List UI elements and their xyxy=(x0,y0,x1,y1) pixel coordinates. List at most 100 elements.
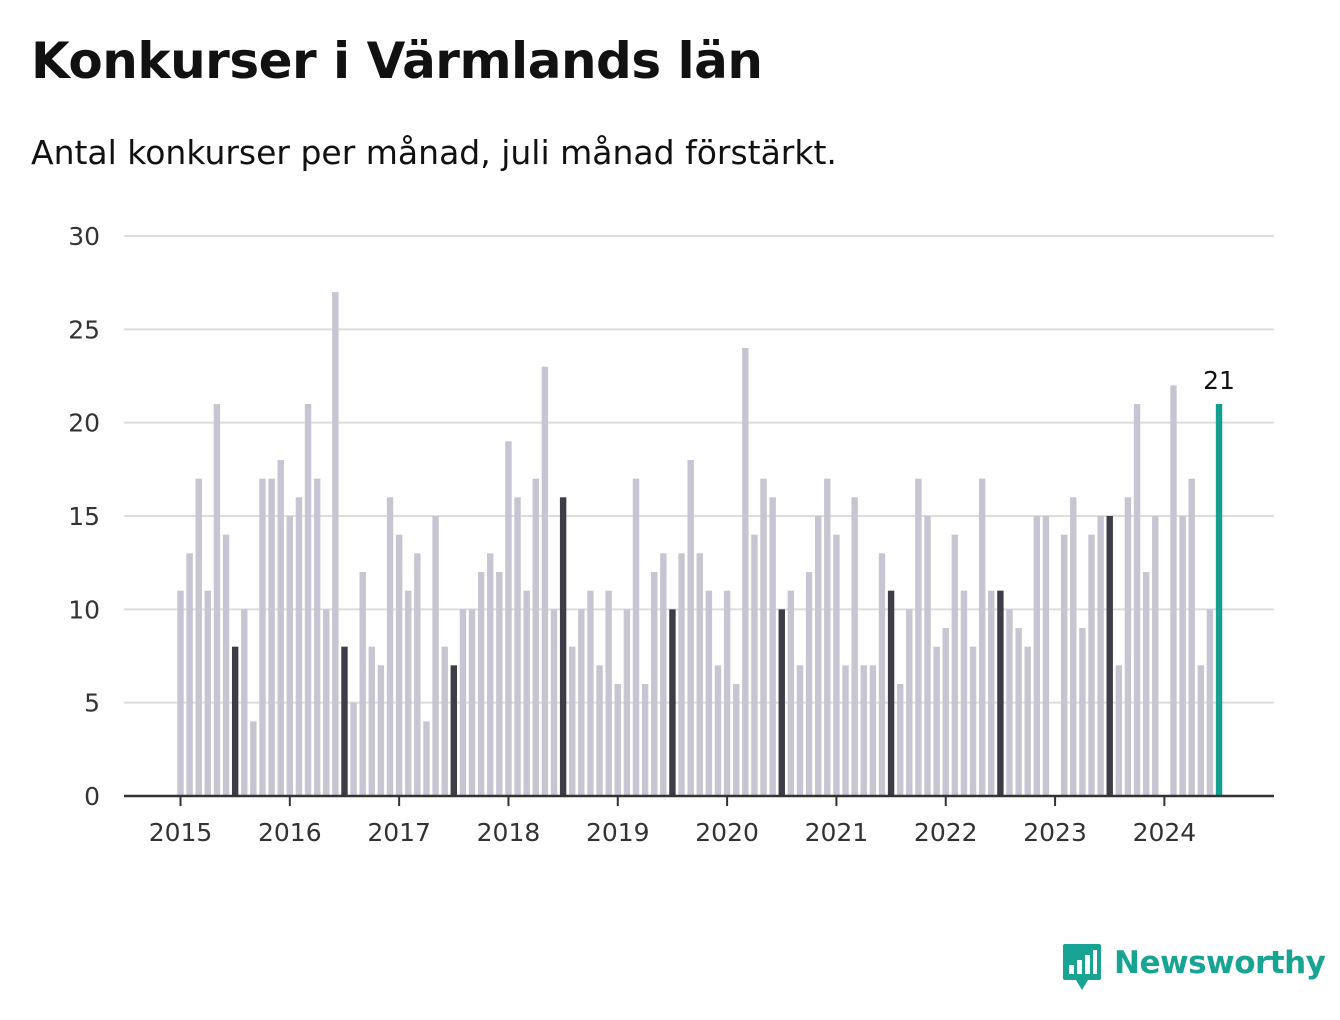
month-bar xyxy=(1170,385,1177,796)
month-bar xyxy=(1188,478,1195,796)
x-tick-label: 2015 xyxy=(149,818,213,847)
month-bar xyxy=(496,572,503,796)
y-tick-label: 10 xyxy=(68,595,100,624)
bars xyxy=(177,292,1223,796)
month-bar xyxy=(204,590,212,796)
month-bar xyxy=(295,497,303,796)
month-bar xyxy=(277,460,284,796)
month-bar xyxy=(733,684,740,796)
month-bar xyxy=(623,609,631,796)
month-bar xyxy=(1024,646,1031,796)
month-bar xyxy=(860,665,867,796)
month-bar xyxy=(423,721,430,796)
x-tick-label: 2023 xyxy=(1023,818,1087,847)
july-bar xyxy=(1106,516,1113,796)
month-bar xyxy=(523,590,530,796)
month-bar xyxy=(505,441,512,796)
x-tick-label: 2017 xyxy=(367,818,431,847)
month-bar xyxy=(532,478,539,796)
month-bar xyxy=(596,665,603,796)
month-bar xyxy=(705,590,713,796)
month-bar xyxy=(541,366,549,796)
x-tick-label: 2018 xyxy=(477,818,541,847)
month-bar xyxy=(924,516,931,796)
month-bar xyxy=(1060,534,1068,796)
month-bar xyxy=(578,609,585,796)
x-tick-label: 2020 xyxy=(695,818,759,847)
month-bar xyxy=(241,609,248,796)
x-tick-label: 2022 xyxy=(914,818,978,847)
month-bar xyxy=(978,478,986,796)
month-bar xyxy=(723,590,731,796)
month-bar xyxy=(395,534,403,796)
month-bar xyxy=(942,628,949,796)
july-bar xyxy=(231,646,239,796)
month-bar xyxy=(332,292,339,796)
month-bar xyxy=(614,684,621,796)
month-bar xyxy=(833,534,840,796)
month-bar xyxy=(268,478,275,796)
y-axis-ticks: 0 5 10 15 20 25 30 xyxy=(68,222,100,811)
month-bar xyxy=(751,534,758,796)
month-bar xyxy=(359,572,366,796)
month-bar xyxy=(842,665,849,796)
month-bar xyxy=(514,497,521,796)
month-bar xyxy=(377,665,385,796)
chart-subtitle: Antal konkurser per månad, juli månad fö… xyxy=(31,133,837,172)
month-bar xyxy=(714,665,722,796)
month-bar xyxy=(760,478,767,796)
july-bar xyxy=(341,646,348,796)
month-bar xyxy=(1079,628,1086,796)
month-bar xyxy=(1015,628,1022,796)
month-bar xyxy=(487,553,494,796)
latest-bar xyxy=(1215,404,1223,796)
july-bar xyxy=(559,497,567,796)
month-bar xyxy=(915,478,922,796)
month-bar xyxy=(651,572,658,796)
month-bar xyxy=(660,553,667,796)
month-bar xyxy=(441,646,448,796)
month-bar xyxy=(960,590,968,796)
month-bar xyxy=(1006,609,1013,796)
month-bar xyxy=(1033,516,1041,796)
month-bar xyxy=(587,590,594,796)
month-bar xyxy=(824,478,831,796)
brand-name: Newsworthy xyxy=(1114,945,1326,981)
value-labels: 21 xyxy=(1203,366,1235,395)
y-tick-label: 15 xyxy=(68,502,100,531)
month-bar xyxy=(286,516,294,796)
month-bar xyxy=(896,684,904,796)
y-tick-label: 0 xyxy=(84,782,100,811)
bar-chart: 0 5 10 15 20 25 30 2015 2016 2017 2018 2019 2020 202… xyxy=(68,222,1274,847)
x-tick-label: 2024 xyxy=(1133,818,1197,847)
x-tick-label: 2019 xyxy=(586,818,650,847)
month-bar xyxy=(1197,665,1205,796)
month-bar xyxy=(250,721,257,796)
month-bar xyxy=(1152,516,1159,796)
month-bar xyxy=(933,646,940,796)
x-tick-label: 2016 xyxy=(258,818,322,847)
month-bar xyxy=(906,609,913,796)
month-bar xyxy=(632,478,640,796)
month-bar xyxy=(386,497,394,796)
month-bar xyxy=(259,478,266,796)
month-bar xyxy=(222,534,230,796)
month-bar xyxy=(213,404,221,796)
month-bar xyxy=(805,572,813,796)
july-bar xyxy=(669,609,676,796)
month-bar xyxy=(988,590,995,796)
month-bar xyxy=(742,348,749,796)
month-bar xyxy=(678,553,685,796)
month-bar xyxy=(195,478,202,796)
month-bar xyxy=(969,646,977,796)
month-bar xyxy=(313,478,321,796)
month-bar xyxy=(769,497,776,796)
month-bar xyxy=(1124,497,1132,796)
month-bar xyxy=(1142,572,1150,796)
month-bar xyxy=(405,590,412,796)
month-bar xyxy=(468,609,476,796)
y-tick-label: 5 xyxy=(84,689,100,718)
month-bar xyxy=(1133,404,1141,796)
newsworthy-logo-icon xyxy=(1063,944,1101,990)
july-bar xyxy=(778,609,785,796)
